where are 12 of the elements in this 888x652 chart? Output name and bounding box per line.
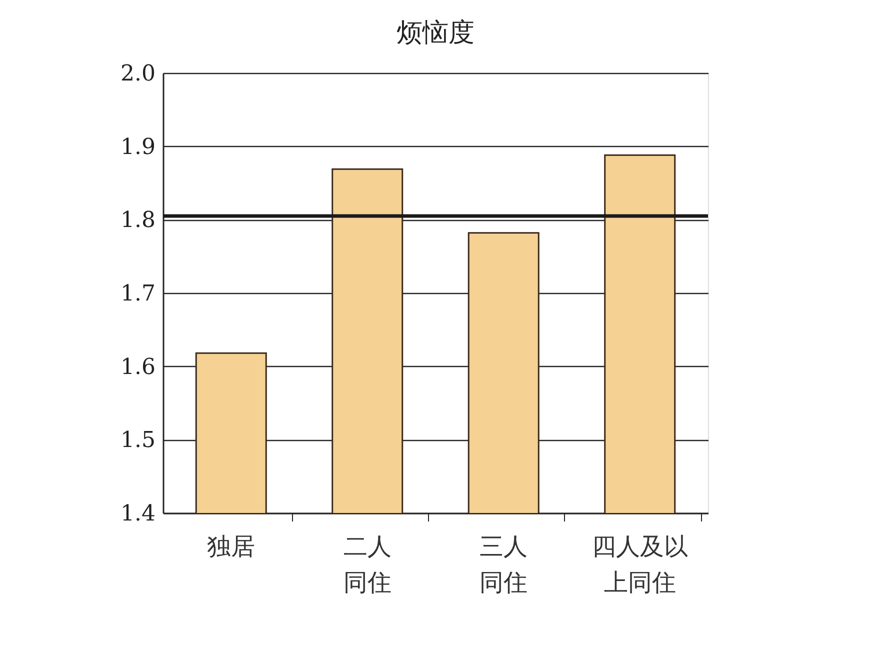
- y-tick-label: 1.9: [120, 134, 156, 160]
- y-tick-label: 1.7: [120, 282, 156, 306]
- y-tick-label: 1.5: [120, 428, 156, 454]
- x-tick-label: 二人同住: [343, 532, 392, 596]
- chart-title: 烦恼度: [396, 18, 474, 48]
- x-tick-label: 独居: [207, 532, 256, 560]
- x-tick-label: 三人同住: [480, 532, 528, 596]
- y-tick-label: 1.6: [120, 354, 156, 380]
- y-tick-label: 2.0: [120, 62, 156, 86]
- x-tick-label: 四人及以上同住: [592, 532, 688, 596]
- y-tick-label: 1.8: [120, 208, 156, 234]
- y-tick-label: 1.4: [120, 502, 156, 526]
